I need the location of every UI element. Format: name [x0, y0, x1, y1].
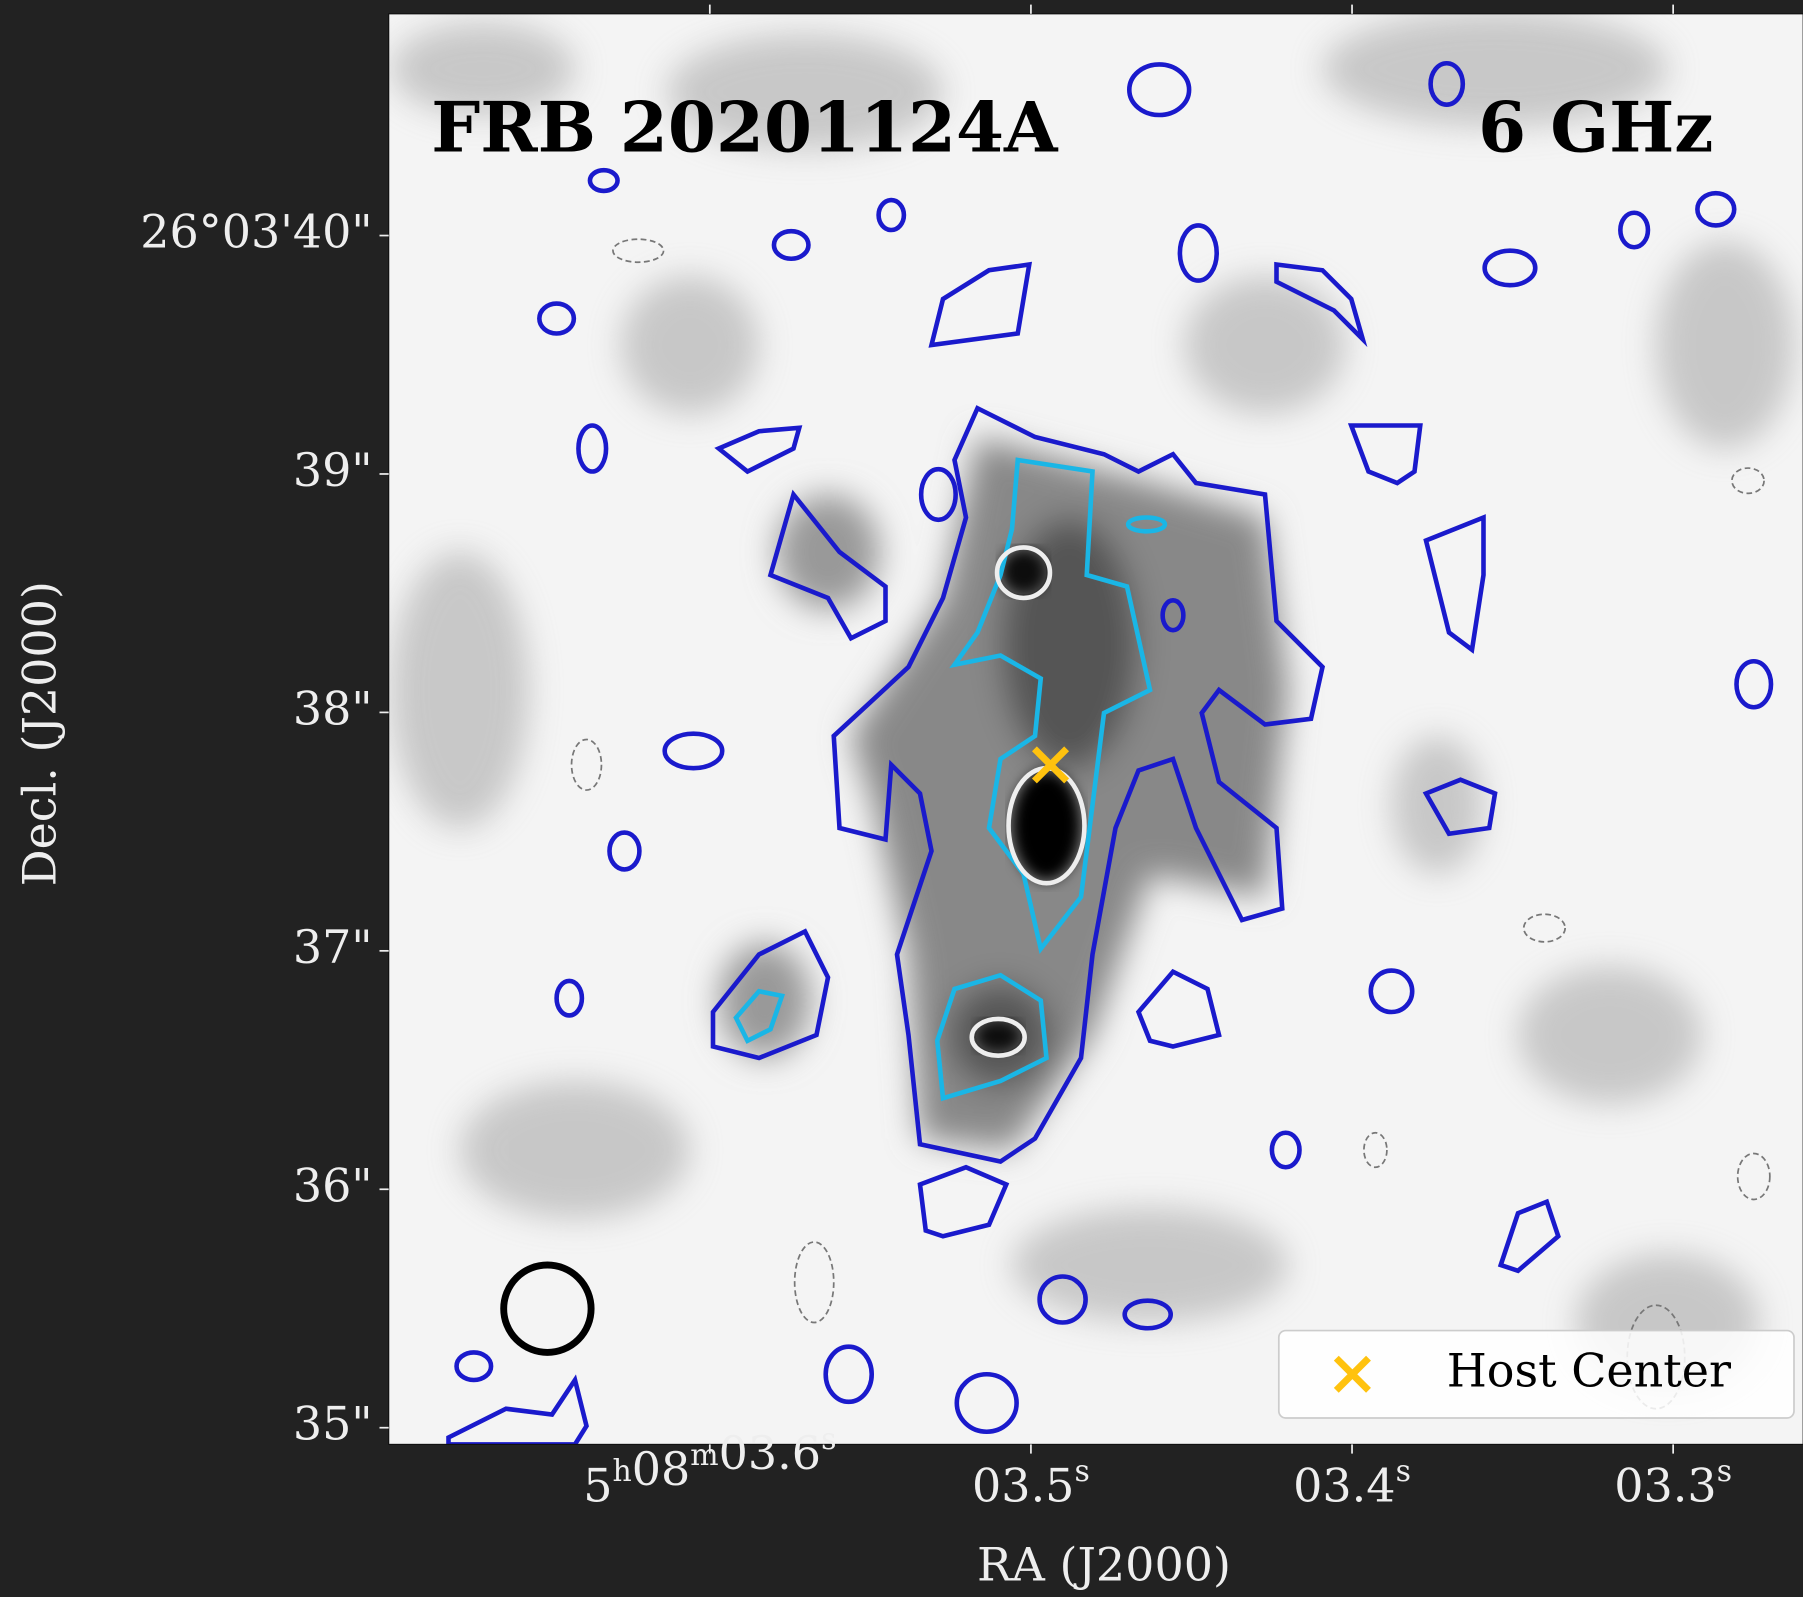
x-tick-label: 03.3s	[1614, 1454, 1732, 1512]
y-tick-label: 26°03'40"	[140, 205, 372, 259]
frequency-label: 6 GHz	[1478, 87, 1713, 168]
legend-box	[1277, 1329, 1795, 1419]
knot	[975, 1020, 1022, 1053]
contours-3sigma	[446, 60, 1774, 1445]
image-panel: FRB 20201124A 6 GHz	[388, 13, 1803, 1445]
noise	[391, 13, 1794, 1392]
legend-marker	[1333, 1355, 1371, 1393]
host-center-marker	[1031, 746, 1070, 784]
x-axis-label: RA (J2000)	[977, 1538, 1231, 1592]
beam	[500, 1261, 595, 1356]
chart-title: FRB 20201124A	[431, 87, 1059, 168]
frame	[388, 13, 1803, 1445]
y-tick-label: 38"	[293, 681, 373, 735]
contours-5sigma	[733, 457, 1168, 1102]
x-tick-label: 5h08m03.6s	[583, 1422, 836, 1512]
y-tick-label: 37"	[293, 920, 373, 974]
y-tick-label: 39"	[293, 443, 373, 497]
y-axis-label: Decl. (J2000)	[13, 581, 67, 886]
legend-label: Host Center	[1447, 1343, 1731, 1397]
x-tick-label: 03.4s	[1293, 1454, 1411, 1512]
knot	[1000, 548, 1047, 595]
x-tick-label: 03.5s	[972, 1454, 1090, 1512]
y-tick-label: 35"	[293, 1397, 373, 1451]
core	[1012, 770, 1081, 881]
y-tick-label: 36"	[293, 1158, 373, 1212]
